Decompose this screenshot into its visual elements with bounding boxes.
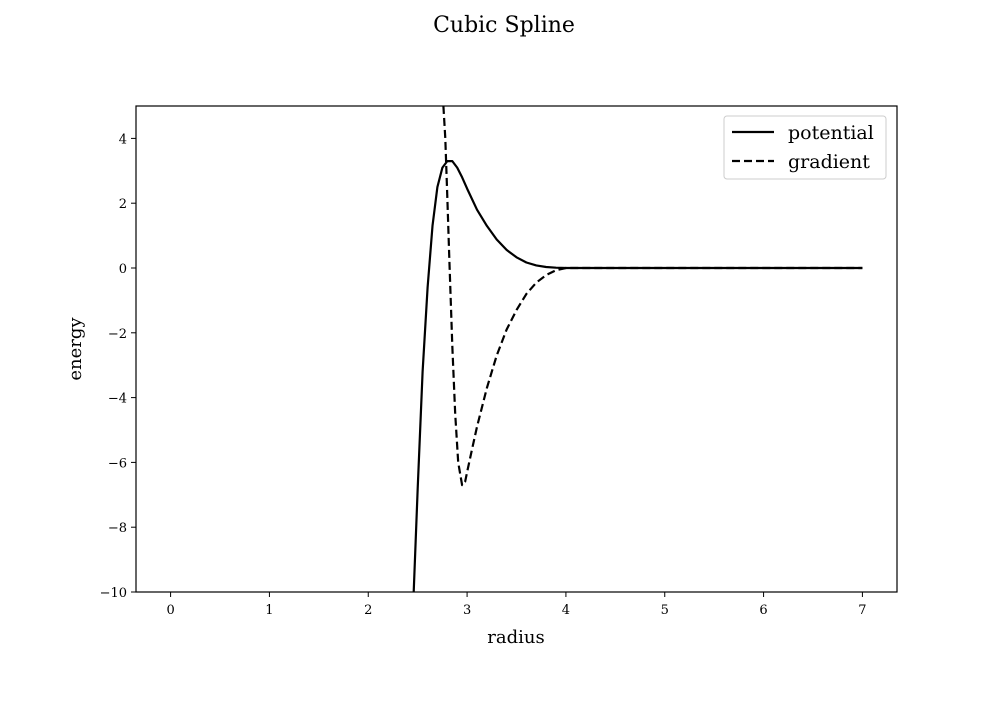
x-tick-label: 3 [463,603,471,618]
y-tick-label: 2 [119,197,127,212]
y-tick-label: −2 [108,327,127,342]
x-tick-label: 5 [661,603,669,618]
x-tick-label: 2 [364,603,372,618]
x-tick-label: 6 [759,603,767,618]
y-tick-label: −8 [108,521,127,536]
plot-frame [135,105,898,593]
plot-lines [412,106,863,592]
series-line-potential [412,160,863,592]
x-tick-label: 0 [166,603,174,618]
y-tick-label: −4 [108,392,127,407]
legend-label-potential: potential [788,122,874,144]
x-tick-label: 7 [858,603,866,618]
y-tick-label: −6 [108,456,127,471]
series-line-gradient [442,106,863,487]
x-tick-label: 4 [562,603,570,618]
chart-title: Cubic Spline [433,13,575,38]
x-axis-ticks: 0 1 2 3 4 5 6 7 [166,592,867,618]
x-axis-label: radius [487,627,544,648]
y-tick-label: −10 [100,586,127,601]
legend: potential gradient [723,115,887,180]
y-axis-ticks: −10 −8 −6 −4 −2 0 2 4 [100,132,136,601]
y-axis-label: energy [65,317,86,381]
y-tick-label: 4 [119,132,127,147]
x-tick-label: 1 [265,603,273,618]
legend-label-gradient: gradient [788,151,870,173]
y-tick-label: 0 [119,262,127,277]
